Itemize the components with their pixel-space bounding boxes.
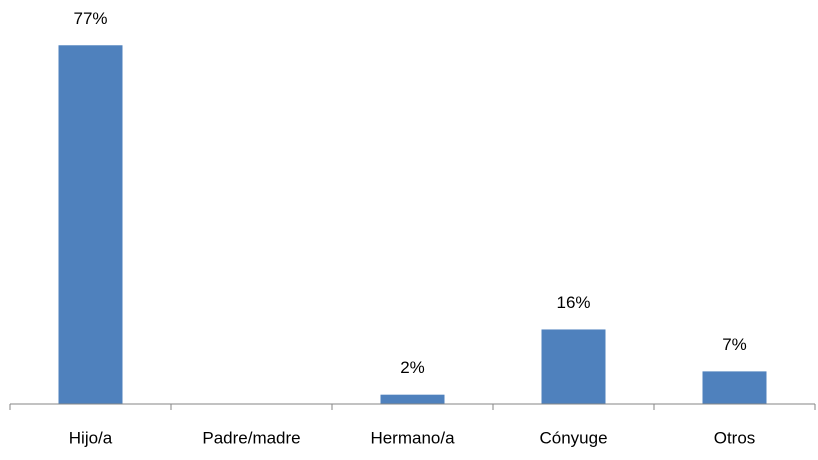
x-tick-label: Cónyuge (539, 428, 607, 447)
data-label: 77% (73, 9, 107, 28)
x-tick-label: Padre/madre (202, 428, 300, 447)
data-label: 7% (722, 335, 747, 354)
x-tick-label: Hijo/a (69, 428, 113, 447)
x-tick-label: Otros (714, 428, 756, 447)
x-tick-label: Hermano/a (370, 428, 455, 447)
data-label: 16% (556, 293, 590, 312)
bar (58, 45, 123, 404)
bar (702, 371, 767, 404)
data-label: 2% (400, 358, 425, 377)
bar (380, 394, 445, 404)
bar (541, 329, 606, 404)
